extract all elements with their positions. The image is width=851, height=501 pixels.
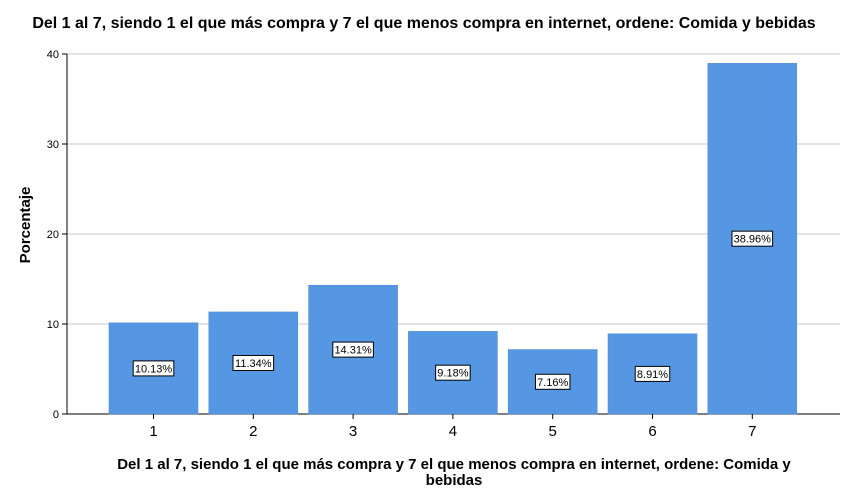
data-label-7: 38.96%	[731, 230, 774, 247]
y-tick-label-0: 0	[53, 409, 59, 421]
y-tick-label-10: 10	[47, 319, 59, 331]
y-tick-label-40: 40	[47, 49, 59, 61]
bars	[108, 63, 798, 415]
data-label-text: 10.13%	[135, 363, 173, 375]
data-label-text: 8.91%	[637, 369, 668, 381]
data-label-box	[435, 364, 471, 381]
data-label-box	[132, 360, 175, 377]
y-tick-label-30: 30	[47, 139, 59, 151]
data-label-text: 38.96%	[734, 234, 772, 246]
data-label-box	[332, 341, 374, 358]
data-label-box	[731, 230, 774, 247]
chart-title: Del 1 al 7, siendo 1 el que más compra y…	[32, 15, 815, 32]
x-tick-label-7: 7	[748, 423, 756, 440]
data-label-text: 11.34%	[235, 358, 272, 370]
x-tick-label-3: 3	[349, 423, 357, 440]
data-label-text: 14.31%	[334, 345, 372, 357]
x-tick-label-2: 2	[249, 423, 257, 440]
data-label-3: 14.31%	[332, 341, 374, 358]
x-tick-label-6: 6	[648, 423, 656, 440]
data-label-text: 9.18%	[437, 368, 468, 380]
y-axis-ticks: 0 10 20 30 40	[47, 49, 67, 421]
data-label-box	[634, 365, 671, 382]
y-tick-label-20: 20	[47, 229, 59, 241]
y-axis-title: Porcentaje	[17, 187, 34, 264]
data-label-2: 11.34%	[232, 354, 275, 371]
data-label-5: 7.16%	[534, 373, 571, 390]
data-label-6: 8.91%	[634, 365, 671, 382]
x-axis-title-line-1: Del 1 al 7, siendo 1 el que más compra y…	[117, 456, 791, 473]
data-label-box	[232, 354, 275, 371]
data-label-1: 10.13%	[132, 360, 175, 377]
data-labels: 10.13% 11.34% 14.31% 9.18% 7.16% 8.91% 38.96%	[132, 230, 774, 390]
x-axis-ticks: 1 2 3 4 5 6 7	[149, 414, 756, 440]
x-tick-label-5: 5	[549, 423, 557, 440]
data-label-text: 7.16%	[537, 377, 568, 389]
x-tick-label-1: 1	[149, 423, 157, 440]
data-label-box	[534, 373, 571, 390]
x-tick-label-4: 4	[449, 423, 457, 440]
x-axis-title-line-2: bebidas	[426, 472, 483, 489]
data-label-4: 9.18%	[435, 364, 471, 381]
